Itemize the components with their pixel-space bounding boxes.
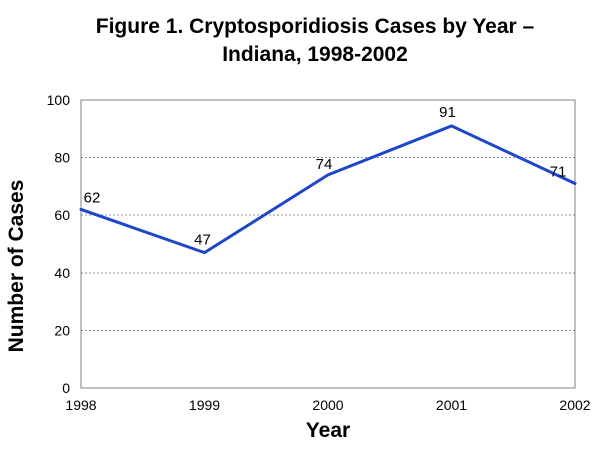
x-tick-label: 2002 (559, 397, 590, 413)
x-axis-title: Year (305, 419, 351, 442)
x-tick-label: 2000 (312, 397, 343, 413)
data-label: 91 (439, 104, 456, 121)
x-tick-label: 1998 (65, 397, 96, 413)
plot-border (80, 99, 576, 389)
data-label: 47 (194, 232, 211, 249)
y-tick-label: 80 (54, 150, 70, 166)
y-tick-label: 60 (54, 207, 70, 223)
y-tick-label: 20 (54, 322, 70, 338)
y-tick-label: 0 (62, 380, 70, 396)
x-tick-label: 2001 (436, 397, 467, 413)
data-label: 62 (84, 189, 101, 206)
y-tick-label: 100 (47, 92, 71, 108)
chart-title-line1: Figure 1. Cryptosporidiosis Cases by Yea… (95, 15, 535, 38)
data-line-series (79, 124, 577, 255)
chart-title: Figure 1. Cryptosporidiosis Cases by Yea… (30, 13, 600, 69)
x-tick-label: 1999 (189, 397, 220, 413)
data-label: 74 (316, 156, 333, 173)
chart-title-line2: Indiana, 1998-2002 (222, 43, 408, 66)
y-tick-label: 40 (54, 265, 70, 281)
data-label: 71 (550, 164, 567, 181)
